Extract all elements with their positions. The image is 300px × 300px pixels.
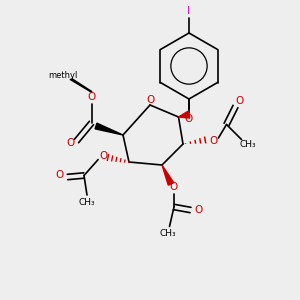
Text: CH₃: CH₃	[79, 198, 95, 207]
Text: CH₃: CH₃	[160, 229, 176, 238]
Text: I: I	[188, 5, 190, 16]
Text: O: O	[194, 205, 203, 215]
Text: O: O	[88, 92, 96, 103]
Polygon shape	[178, 111, 190, 118]
Polygon shape	[162, 165, 174, 185]
Text: O: O	[146, 94, 154, 105]
Text: O: O	[184, 113, 193, 124]
Text: O: O	[99, 151, 108, 161]
Text: methyl: methyl	[48, 70, 78, 80]
Text: O: O	[170, 182, 178, 193]
Polygon shape	[95, 123, 123, 135]
Text: O: O	[66, 138, 75, 148]
Text: CH₃: CH₃	[240, 140, 256, 149]
Text: O: O	[55, 170, 64, 181]
Text: O: O	[236, 95, 244, 106]
Text: O: O	[209, 136, 217, 146]
